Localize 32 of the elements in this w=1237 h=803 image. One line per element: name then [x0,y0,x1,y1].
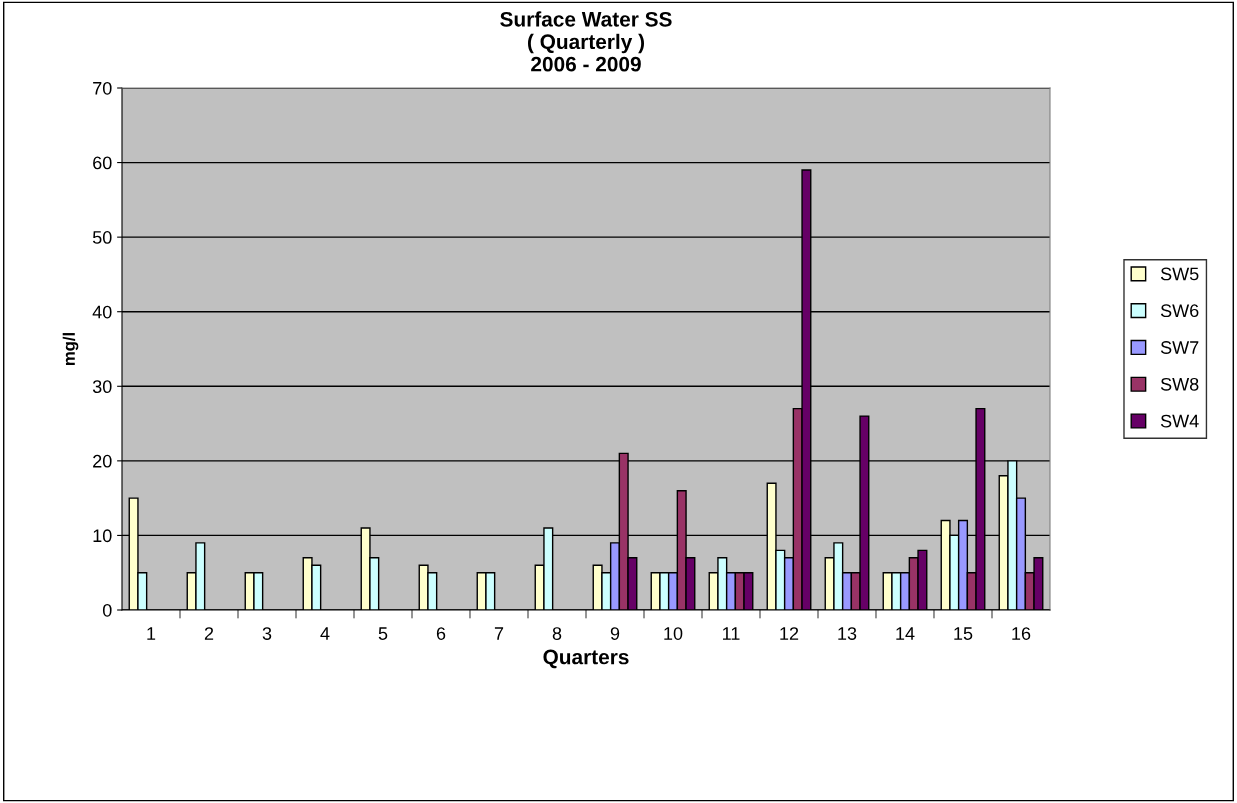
legend-label: SW4 [1160,414,1199,428]
legend-label: SW6 [1160,304,1199,318]
x-tick-label: 8 [552,627,562,640]
y-axis-title: mg/l [62,333,79,366]
x-tick-label: 14 [896,627,915,640]
x-tick-label: 4 [320,627,330,640]
x-tick-label: 7 [494,627,504,640]
chart-title: Surface Water SS ( Quarterly ) 2006 - 2009 [500,11,672,72]
legend-label: SW8 [1160,377,1199,391]
x-tick-label: 3 [262,627,272,640]
x-tick-label: 2 [204,627,214,640]
x-tick-label: 11 [723,627,740,640]
y-tick-label: 60 [93,156,112,170]
x-tick-label: 16 [1012,627,1031,640]
x-tick-label: 1 [147,627,156,640]
legend-label: SW5 [1160,267,1199,281]
y-tick-label: 20 [93,454,112,468]
x-tick-label: 9 [610,627,620,640]
y-tick-label: 50 [92,231,112,244]
y-tick-label: 30 [92,380,112,394]
y-tick-label: 10 [93,529,112,543]
x-tick-label: 15 [954,627,973,640]
x-tick-label: 6 [436,627,446,640]
x-tick-label: 12 [780,627,799,640]
legend-label: SW7 [1160,341,1199,354]
x-tick-label: 13 [838,627,857,640]
y-tick-label: 40 [92,305,112,319]
x-tick-label: 5 [378,627,388,640]
y-tick-label: 0 [102,603,112,617]
x-tick-label: 10 [664,627,683,640]
y-tick-label: 70 [93,81,112,95]
x-axis-title: Quarters [543,649,629,669]
